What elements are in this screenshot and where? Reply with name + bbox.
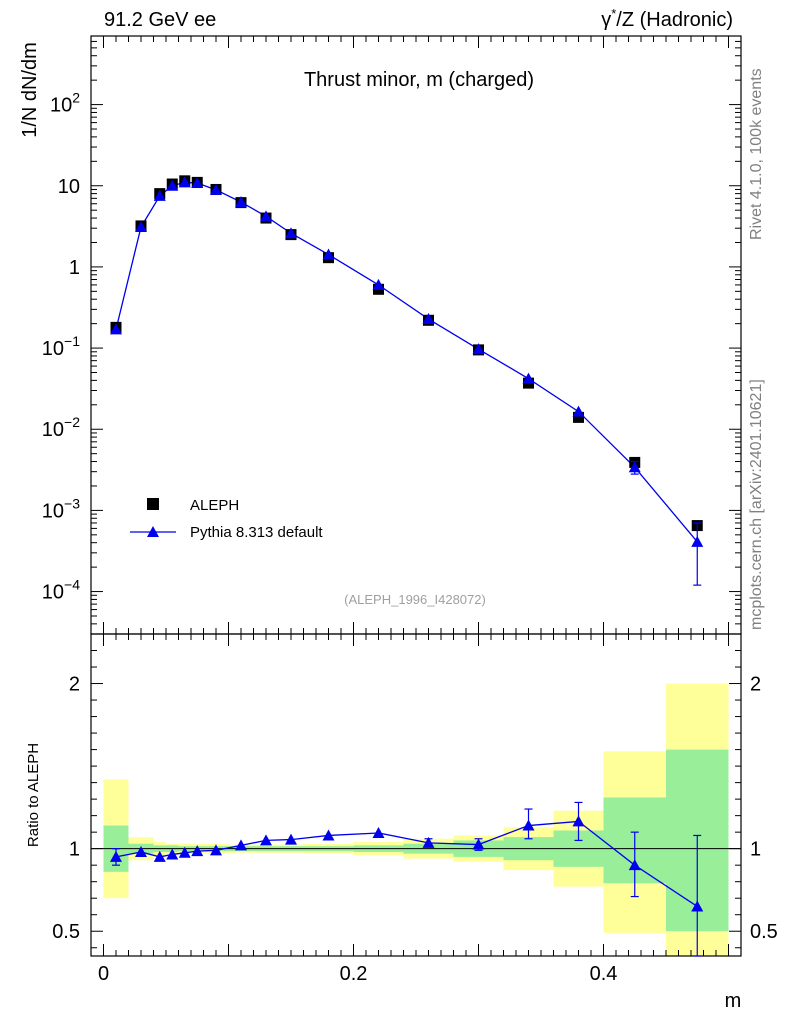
ratio-point [372,826,385,838]
y-axis-label: 1/N dN/dm [19,42,41,138]
y-tick-exponent: −1 [64,333,80,349]
ratio-point [422,836,435,848]
y-tick-mantissa: 10 [42,419,64,441]
ratio-point [472,838,485,850]
ratio-y-axis-label: Ratio to ALEPH [25,743,42,847]
mc-point [285,227,297,239]
y-tick-label: 102 [50,90,80,117]
mc-point [522,372,535,384]
ratio-point [191,845,204,857]
y-tick-mantissa: 10 [50,95,72,117]
side-mcplots-info: mcplots.cern.ch [arXiv:2401.10621] [748,379,765,630]
analysis-tag: (ALEPH_1996_I428072) [344,592,486,607]
ratio-y-tick-label: 1 [69,839,80,861]
y-tick-label: 10−2 [42,414,80,441]
x-tick-label: 0.2 [340,963,368,985]
y-tick-exponent: 2 [72,90,80,106]
data-points [110,175,704,957]
x-tick-label: 0 [98,963,109,985]
mc-point [135,221,147,233]
chart-title: Thrust minor, m (charged) [304,69,534,91]
mc-point [210,183,222,195]
y-tick-label: 10−1 [42,333,80,360]
ratio-y-tick-label-right: 1 [750,839,761,861]
header-left: 91.2 GeV ee [104,9,216,31]
ratio-point [572,815,585,827]
y-tick-label: 1 [69,257,80,279]
ratio-point [153,850,166,862]
mc-point [422,313,435,325]
legend: ALEPH Pythia 8.313 default [130,497,323,541]
mc-point [691,535,704,547]
ratio-y-tick-label-right: 2 [750,674,761,696]
y-tick-label: 10−3 [42,495,80,522]
mc-point [322,248,335,260]
legend-data-label: ALEPH [190,497,239,514]
x-tick-label: 0.4 [590,963,618,985]
y-tick-exponent: −4 [64,577,80,593]
ratio-point [322,829,335,841]
ratio-point [522,819,535,831]
mc-point [110,323,122,335]
y-tick-label: 10−4 [42,577,80,604]
mc-point [628,461,641,473]
mc-point [235,196,247,208]
x-axis-label: m [725,990,742,1012]
ratio-point [691,900,704,912]
ratio-point [235,839,247,851]
y-tick-exponent: −3 [64,495,80,511]
ratio-point [285,833,297,845]
y-tick-exponent: −2 [64,414,80,430]
legend-mc-marker [147,526,159,537]
ratio-y-tick-label: 0.5 [52,921,80,943]
y-tick-mantissa: 10 [42,338,64,360]
mc-point [572,405,585,417]
ratio-point [260,834,272,846]
ratio-point [210,844,222,856]
mc-curve-main [115,181,698,543]
uncertainty-bands [103,683,729,956]
y-tick-mantissa: 10 [42,582,64,604]
y-tick-mantissa: 10 [42,500,64,522]
mc-point [153,189,166,201]
ratio-point [178,846,191,858]
header-right: γ*/Z (Hadronic) [601,6,733,31]
mc-point [260,210,272,222]
y-tick-label: 10 [58,176,80,198]
mc-point [178,176,191,188]
header-right-rest: /Z (Hadronic) [616,9,733,31]
header-right-star: * [611,6,616,21]
ratio-point [110,850,122,862]
axis-ticks [91,35,741,956]
main-plot-frame [90,35,742,635]
mc-point [372,278,385,290]
ratio-point [628,859,641,871]
ratio-y-tick-label-right: 0.5 [750,921,778,943]
data-point [573,411,584,423]
mc-point [191,177,204,189]
side-rivet-info: Rivet 4.1.0, 100k events [748,68,765,240]
mc-point [166,179,179,191]
legend-mc-label: Pythia 8.313 default [190,524,323,541]
ratio-point [135,845,147,857]
legend-data-marker [147,498,159,510]
ratio-point [166,848,179,860]
header-right-gamma: γ [601,9,611,31]
ratio-y-tick-label: 2 [69,674,80,696]
mc-point [472,343,485,355]
